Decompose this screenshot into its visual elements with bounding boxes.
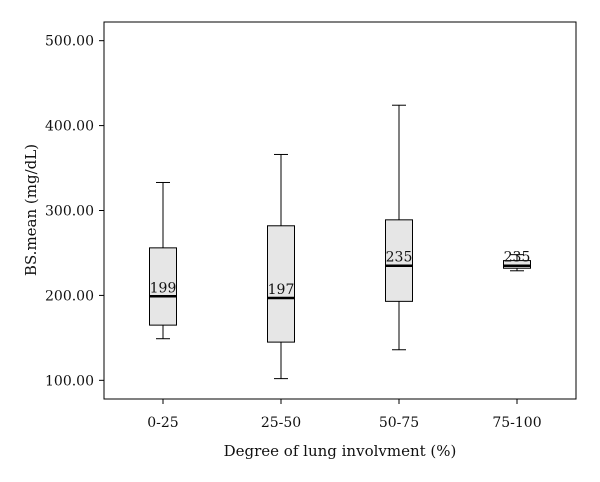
median-label: 235 (504, 250, 531, 266)
y-tick-label: 200.00 (45, 288, 94, 304)
x-tick-label: 0-25 (147, 415, 178, 431)
box-25-50: 197 (267, 153, 295, 380)
y-axis-title: BS.mean (mg/dL) (22, 144, 40, 276)
median-label: 235 (386, 250, 413, 266)
y-tick-label: 300.00 (45, 204, 94, 220)
iqr-box (503, 260, 531, 269)
x-axis: 0-25 25-50 50-75 75-100 (147, 399, 542, 431)
median-label: 197 (268, 282, 295, 298)
box-0-25: 199 (149, 181, 177, 340)
x-tick-label: 75-100 (492, 415, 541, 431)
boxes: 199 197 235 235 (149, 104, 531, 380)
y-axis: 100.00 200.00 300.00 400.00 500.00 (45, 34, 104, 389)
x-tick-label: 25-50 (261, 415, 301, 431)
median-label: 199 (150, 280, 177, 296)
y-tick-label: 100.00 (45, 373, 94, 389)
y-tick-label: 400.00 (45, 119, 94, 135)
y-tick-label: 500.00 (45, 34, 94, 50)
iqr-box (267, 225, 295, 343)
box-50-75: 235 (385, 104, 413, 351)
x-tick-label: 50-75 (379, 415, 419, 431)
iqr-box (385, 219, 413, 302)
plot-area-frame (103, 21, 577, 400)
box-75-100: 235 (503, 250, 531, 272)
iqr-box (149, 247, 177, 326)
x-axis-title: Degree of lung involvment (%) (224, 442, 457, 460)
